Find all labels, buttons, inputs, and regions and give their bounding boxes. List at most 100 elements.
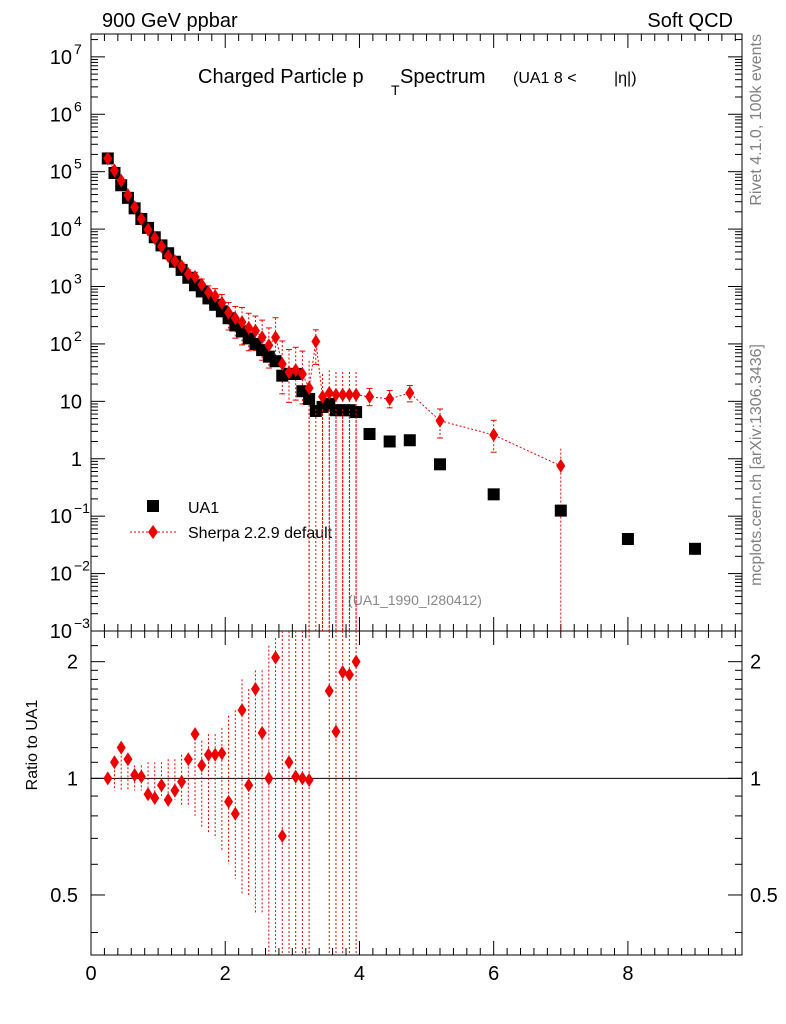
sherpa-point (324, 385, 334, 400)
title-eta: |η|) (614, 70, 637, 87)
title-subscript: T (391, 82, 400, 98)
ratio-y-tick-label: 2 (67, 652, 78, 674)
ua1-point (689, 542, 702, 555)
y-tick-exponent: −2 (74, 558, 90, 574)
y-tick-label: 10 (50, 621, 72, 643)
sherpa-point (203, 285, 213, 300)
sherpa-point (183, 267, 193, 282)
sherpa-point (156, 239, 166, 254)
ratio-point (163, 792, 173, 807)
y-tick-exponent: 2 (74, 328, 82, 344)
title-qualifier: (UA1 8 < (513, 70, 577, 87)
sherpa-point (297, 366, 307, 381)
ratio-point (304, 773, 314, 788)
y-tick-exponent: 5 (74, 156, 82, 172)
ratio-point (170, 783, 180, 798)
ratio-point (136, 769, 146, 784)
y-tick-label: 10 (50, 334, 72, 356)
sherpa-point (271, 330, 281, 345)
y-tick-label: 10 (60, 391, 82, 413)
sherpa-point (264, 338, 274, 353)
sherpa-point (123, 188, 133, 203)
sherpa-point (338, 387, 348, 402)
y-tick-label: 10 (50, 506, 72, 528)
sherpa-point (351, 387, 361, 402)
sherpa-point (103, 151, 113, 166)
y-tick-exponent: 7 (74, 41, 82, 57)
sherpa-point (210, 289, 220, 304)
y-tick-exponent: 4 (74, 213, 82, 229)
ua1-point (554, 504, 567, 517)
y-tick-label: 10 (50, 162, 72, 184)
ratio-point (271, 650, 281, 665)
sherpa-point (277, 356, 287, 371)
sherpa-point (435, 413, 445, 428)
sherpa-point (304, 381, 314, 396)
analysis-watermark: (UA1_1990_I280412) (348, 592, 482, 608)
sherpa-point (244, 320, 254, 335)
sherpa-point (197, 277, 207, 292)
legend-marker-sherpa (148, 525, 158, 539)
ratio-point (297, 771, 307, 786)
title-rest: Spectrum (400, 66, 486, 88)
ratio-point (156, 778, 166, 793)
ratio-point (257, 725, 267, 740)
ratio-point (324, 684, 334, 699)
side-text-bottom: mcplots.cern.ch [arXiv:1306.3436] (748, 344, 765, 586)
sherpa-point (405, 385, 415, 400)
ua1-point (433, 458, 446, 471)
sherpa-point (344, 387, 354, 402)
ua1-point (487, 488, 500, 501)
sherpa-point (130, 200, 140, 215)
sherpa-point (224, 305, 234, 320)
sherpa-point (331, 387, 341, 402)
sherpa-point (257, 330, 267, 345)
x-tick-label: 0 (85, 963, 96, 985)
ratio-point (351, 654, 361, 669)
x-tick-label: 4 (354, 963, 365, 985)
y-tick-label: 10 (50, 277, 72, 299)
ua1-point (403, 434, 416, 447)
ratio-point (217, 746, 227, 761)
main-title: Charged Particle p T Spectrum (UA1 8 < |… (198, 66, 637, 98)
y-tick-label: 10 (50, 104, 72, 126)
ratio-y-tick-label: 0.5 (50, 885, 78, 907)
ratio-point (344, 667, 354, 682)
ratio-point (109, 755, 119, 770)
ratio-point (264, 771, 274, 786)
header-left: 900 GeV ppbar (102, 10, 238, 32)
ua1-point (621, 533, 634, 546)
side-text-top: Rivet 4.1.0, 100k events (748, 34, 765, 206)
ratio-point (244, 778, 254, 793)
sherpa-point (556, 458, 566, 473)
sherpa-point (150, 230, 160, 245)
y-tick-label: 10 (50, 564, 72, 586)
ua1-point (350, 406, 363, 419)
ratio-y-tick-label-right: 2 (750, 652, 761, 674)
sherpa-point (365, 389, 375, 404)
ratio-point (177, 774, 187, 789)
ratio-data (103, 631, 361, 955)
x-tick-label: 8 (622, 963, 633, 985)
sherpa-point (237, 315, 247, 330)
x-tick-label: 2 (220, 963, 231, 985)
ratio-point (190, 727, 200, 742)
ratio-y-tick-label-right: 0.5 (750, 885, 778, 907)
legend-label-sherpa: Sherpa 2.2.9 default (188, 525, 333, 542)
ratio-point (197, 758, 207, 773)
ratio-point (230, 806, 240, 821)
sherpa-point (489, 427, 499, 442)
ratio-point (143, 787, 153, 802)
ratio-point (203, 747, 213, 762)
sherpa-point (170, 254, 180, 269)
ratio-point (224, 794, 234, 809)
sherpa-point (311, 334, 321, 349)
ua1-point (383, 435, 396, 448)
y-tick-exponent: −1 (74, 500, 90, 516)
ratio-point (338, 665, 348, 680)
ratio-point (210, 747, 220, 762)
sherpa-point (230, 311, 240, 326)
y-tick-label: 10 (50, 219, 72, 241)
